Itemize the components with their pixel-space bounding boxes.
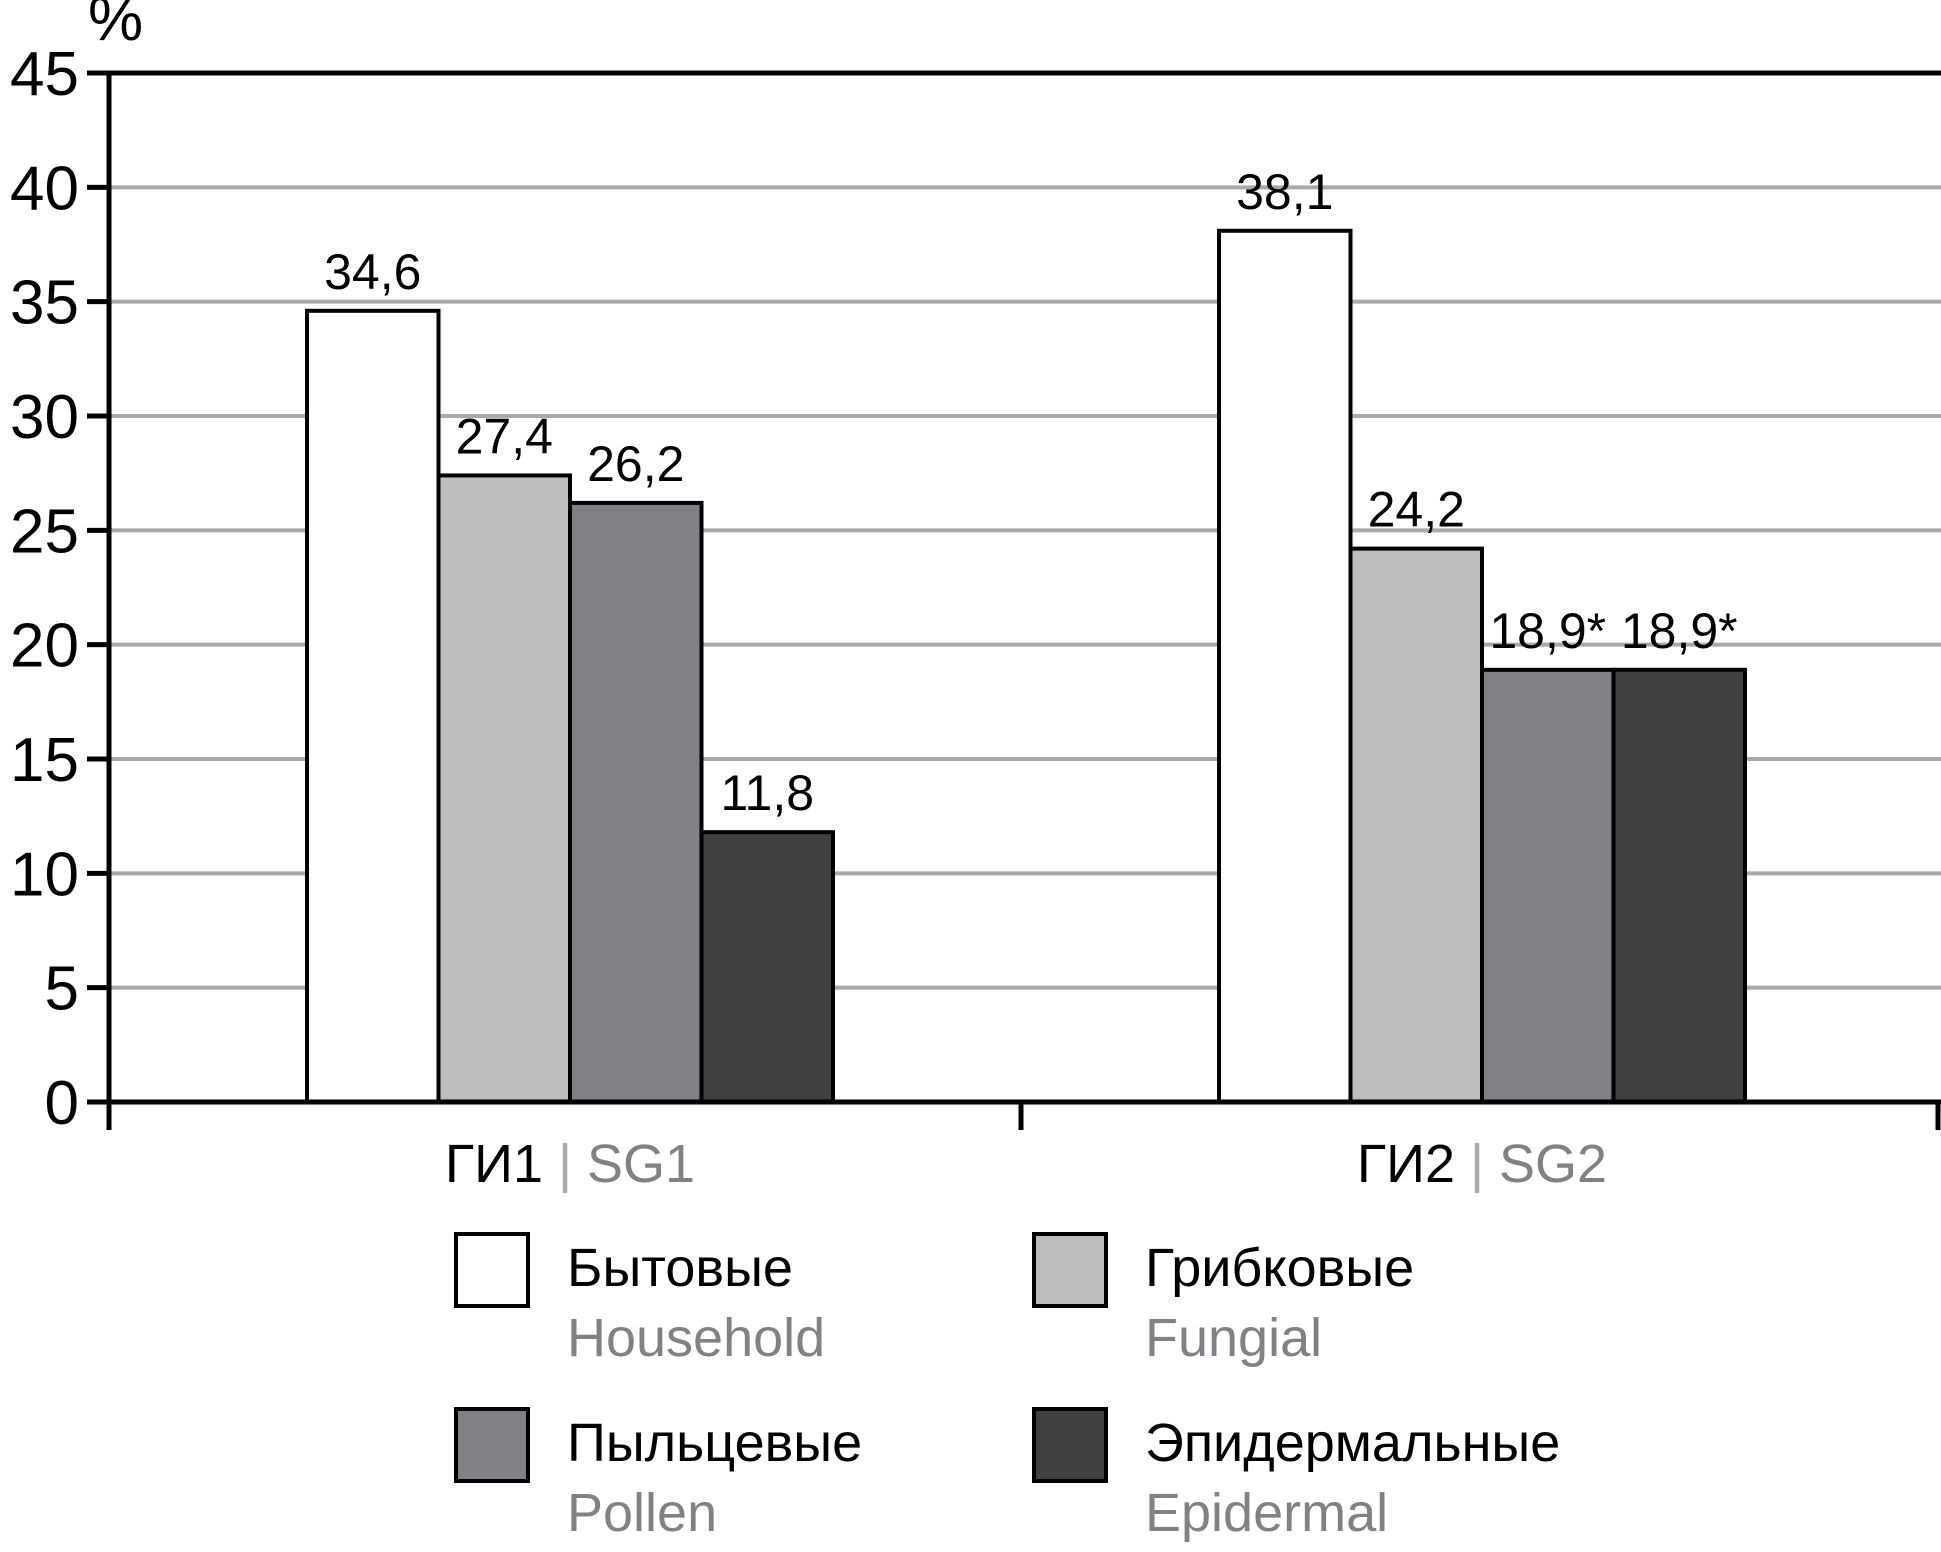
- legend-label-en: Household: [567, 1308, 825, 1368]
- y-tick-label: 20: [10, 612, 79, 681]
- data-label: 34,6: [324, 244, 421, 300]
- data-label: 18,9*: [1621, 603, 1738, 659]
- data-label: 11,8: [720, 765, 814, 821]
- bar: [1611, 667, 1747, 1104]
- data-label: 27,4: [456, 408, 553, 464]
- legend-label-ru: Пыльцевые: [567, 1413, 862, 1473]
- bar: [1217, 228, 1353, 1104]
- data-label: 38,1: [1236, 164, 1333, 220]
- bar: [1480, 667, 1616, 1104]
- legend-label-en: Pollen: [567, 1483, 717, 1543]
- legend-label-en: Epidermal: [1145, 1483, 1388, 1543]
- legend-label-ru: Эпидермальные: [1145, 1413, 1560, 1473]
- data-label: 24,2: [1368, 482, 1465, 538]
- y-tick-label: 0: [45, 1069, 79, 1138]
- legend-swatch: [1032, 1407, 1108, 1483]
- legend-swatch: [454, 1407, 530, 1483]
- y-axis-label: %: [88, 0, 143, 54]
- legend-label-ru: Грибковые: [1145, 1238, 1414, 1298]
- y-tick-label: 40: [10, 154, 79, 223]
- data-label: 18,9*: [1489, 603, 1606, 659]
- legend-label-ru: Бытовые: [567, 1238, 793, 1298]
- y-tick-label: 10: [10, 840, 79, 909]
- category-label: ГИ2 | SG2: [1357, 1134, 1607, 1194]
- y-tick-label: 35: [10, 269, 79, 338]
- category-label: ГИ1 | SG1: [445, 1134, 695, 1194]
- bar: [699, 830, 835, 1104]
- bar: [305, 308, 441, 1104]
- bar: [568, 500, 704, 1105]
- y-tick-label: 5: [45, 955, 79, 1024]
- data-label: 26,2: [587, 436, 684, 492]
- bar: [436, 473, 572, 1105]
- bar: [1348, 546, 1484, 1104]
- legend-swatch: [1032, 1232, 1108, 1308]
- legend-label-en: Fungial: [1145, 1308, 1322, 1368]
- y-tick-label: 30: [10, 383, 79, 452]
- y-tick-label: 15: [10, 726, 79, 795]
- legend-swatch: [454, 1232, 530, 1308]
- y-tick-label: 25: [10, 497, 79, 566]
- y-tick-label: 45: [10, 40, 79, 109]
